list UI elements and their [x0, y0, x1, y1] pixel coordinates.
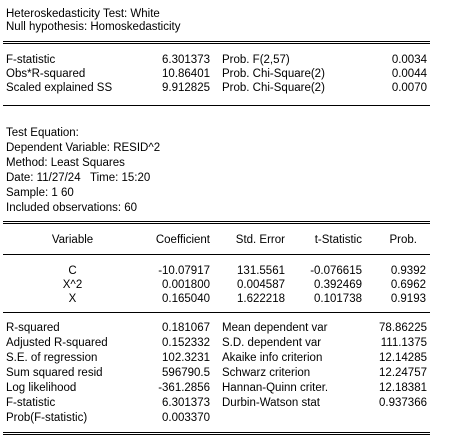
- summary-right-label: Akaike info criterion: [222, 352, 323, 364]
- test-stat-prob-label: Prob. F(2,57): [222, 54, 290, 66]
- summary-right-value: 78.86225: [379, 322, 427, 334]
- summary-row: Sum squared resid 596790.5 Schwarz crite…: [0, 366, 450, 381]
- summary-left-value: 0.152332: [162, 337, 210, 349]
- variable-name: X^2: [62, 279, 83, 291]
- test-stat-label: Scaled explained SS: [6, 82, 113, 94]
- summary-left-label: Prob(F-statistic): [6, 412, 88, 424]
- std-error-value: 131.5561: [237, 265, 285, 277]
- test-stat-value: 10.86401: [162, 68, 210, 80]
- method: Method: Least Squares: [6, 157, 125, 169]
- table-row: C -10.07917 131.5561 -0.076615 0.9392: [0, 264, 450, 279]
- test-stat-prob-label: Prob. Chi-Square(2): [222, 82, 325, 94]
- test-stat-row: F-statistic 6.301373 Prob. F(2,57) 0.003…: [0, 53, 450, 68]
- test-stat-label: F-statistic: [6, 54, 56, 66]
- table-top-rule: [3, 221, 430, 224]
- summary-right-value: 0.937366: [379, 397, 427, 409]
- summary-row: S.E. of regression 102.3231 Akaike info …: [0, 351, 450, 366]
- summary-left-value: 596790.5: [162, 367, 210, 379]
- variable-name: X: [68, 293, 77, 305]
- summary-left-label: Log likelihood: [6, 382, 77, 394]
- summary-right-value: 111.1375: [380, 337, 427, 349]
- column-header-prob: Prob.: [389, 234, 418, 246]
- summary-row: F-statistic 6.301373 Durbin-Watson stat …: [0, 396, 450, 411]
- test-stat-prob-value: 0.0034: [391, 54, 427, 66]
- header-rule: [3, 41, 430, 44]
- summary-right-value: 12.14285: [379, 352, 427, 364]
- summary-right-label: Mean dependent var: [222, 322, 328, 334]
- std-error-value: 0.004587: [237, 279, 285, 291]
- section-rule: [3, 105, 430, 106]
- summary-left-value: 0.003370: [162, 412, 210, 424]
- prob-value: 0.6962: [390, 279, 426, 291]
- date-time: Date: 11/27/24 Time: 15:20: [6, 172, 151, 184]
- table-row: X^2 0.001800 0.004587 0.392469 0.6962: [0, 278, 450, 293]
- column-header-coefficient: Coefficient: [155, 234, 210, 246]
- test-stat-value: 9.912825: [162, 82, 210, 94]
- test-stat-prob-value: 0.0044: [391, 68, 427, 80]
- sample: Sample: 1 60: [6, 187, 74, 199]
- summary-row: Adjusted R-squared 0.152332 S.D. depende…: [0, 336, 450, 351]
- dependent-variable: Dependent Variable: RESID^2: [6, 142, 161, 154]
- summary-left-label: Adjusted R-squared: [6, 337, 108, 349]
- prob-value: 0.9392: [390, 265, 426, 277]
- included-observations: Included observations: 60: [6, 202, 138, 214]
- summary-left-label: S.E. of regression: [6, 352, 98, 364]
- coefficient-value: 0.001800: [162, 279, 210, 291]
- table-row: X 0.165040 1.622218 0.101738 0.9193: [0, 292, 450, 307]
- variable-name: C: [68, 265, 77, 277]
- summary-rule: [3, 312, 430, 313]
- table-header: Variable Coefficient Std. Error t-Statis…: [0, 233, 450, 248]
- bottom-rule: [3, 432, 430, 435]
- std-error-value: 1.622218: [237, 293, 285, 305]
- column-header-std-error: Std. Error: [235, 234, 285, 246]
- summary-right-label: Durbin-Watson stat: [222, 397, 320, 409]
- test-stat-value: 6.301373: [162, 54, 210, 66]
- equation-heading: Test Equation:: [6, 127, 79, 139]
- test-stat-row: Scaled explained SS 9.912825 Prob. Chi-S…: [0, 81, 450, 96]
- null-hypothesis: Null hypothesis: Homoskedasticity: [6, 21, 181, 33]
- t-statistic-value: -0.076615: [310, 265, 362, 277]
- test-title: Heteroskedasticity Test: White: [6, 8, 160, 20]
- summary-row: R-squared 0.181067 Mean dependent var 78…: [0, 321, 450, 336]
- summary-left-value: 0.181067: [162, 322, 210, 334]
- t-statistic-value: 0.392469: [314, 279, 362, 291]
- test-stat-prob-label: Prob. Chi-Square(2): [222, 68, 325, 80]
- test-stat-prob-value: 0.0070: [391, 82, 427, 94]
- summary-right-value: 12.24757: [379, 367, 427, 379]
- coefficient-value: -10.07917: [158, 265, 210, 277]
- summary-right-label: Schwarz criterion: [222, 367, 311, 379]
- coefficient-value: 0.165040: [162, 293, 210, 305]
- test-stat-label: Obs*R-squared: [6, 68, 86, 80]
- summary-left-label: F-statistic: [6, 397, 56, 409]
- summary-left-label: Sum squared resid: [6, 367, 103, 379]
- summary-left-label: R-squared: [6, 322, 60, 334]
- summary-row: Prob(F-statistic) 0.003370: [0, 411, 450, 426]
- column-header-variable: Variable: [51, 234, 94, 246]
- summary-right-value: 12.18381: [379, 382, 427, 394]
- column-header-t-statistic: t-Statistic: [314, 234, 362, 246]
- summary-left-value: -361.2856: [158, 382, 210, 394]
- t-statistic-value: 0.101738: [314, 293, 362, 305]
- summary-right-label: Hannan-Quinn criter.: [222, 382, 329, 394]
- summary-left-value: 6.301373: [162, 397, 210, 409]
- prob-value: 0.9193: [390, 293, 426, 305]
- summary-right-label: S.D. dependent var: [222, 337, 322, 349]
- summary-row: Log likelihood -361.2856 Hannan-Quinn cr…: [0, 381, 450, 396]
- summary-left-value: 102.3231: [162, 352, 210, 364]
- table-header-rule: [3, 254, 430, 255]
- test-stat-row: Obs*R-squared 10.86401 Prob. Chi-Square(…: [0, 67, 450, 82]
